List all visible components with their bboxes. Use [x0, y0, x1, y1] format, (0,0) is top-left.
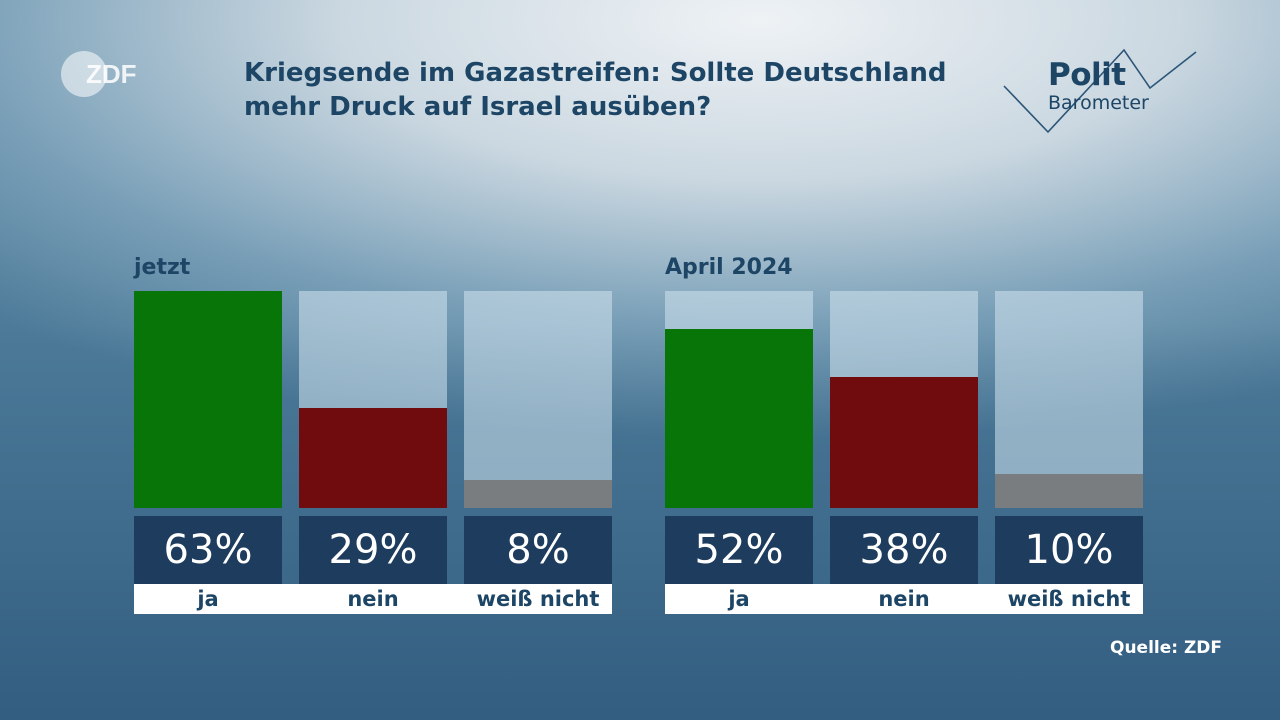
- bar: [830, 377, 978, 508]
- group-label: jetzt: [134, 255, 191, 280]
- barometer-logo-word: Barometer: [1048, 92, 1149, 114]
- zdf-logo-text: ZDF: [86, 59, 137, 89]
- category-strip: [665, 584, 1143, 614]
- bar-track: [464, 291, 612, 508]
- category-label: weiß nicht: [476, 587, 600, 611]
- bar: [665, 329, 813, 508]
- data-label: 38%: [830, 516, 978, 584]
- bar: [134, 291, 282, 508]
- data-label: 29%: [299, 516, 447, 584]
- title-line-2: mehr Druck auf Israel ausüben?: [244, 92, 712, 122]
- category-label: nein: [347, 587, 399, 611]
- data-label: 52%: [665, 516, 813, 584]
- data-label: 10%: [995, 516, 1143, 584]
- data-label: 8%: [464, 516, 612, 584]
- politbarometer-logo: [1003, 48, 1197, 134]
- bar: [464, 480, 612, 508]
- zdf-logo: ZDF: [61, 51, 137, 97]
- bar: [995, 474, 1143, 508]
- source-note: Quelle: ZDF: [1110, 638, 1223, 658]
- category-label: ja: [728, 587, 750, 611]
- bar: [299, 408, 447, 508]
- polit-logo-word: Polit: [1048, 57, 1126, 93]
- page-title: Kriegsende im Gazastreifen: Sollte Deuts…: [244, 56, 984, 124]
- group-label: April 2024: [665, 255, 793, 280]
- bar-track: [995, 291, 1143, 508]
- category-label: ja: [197, 587, 219, 611]
- category-label: weiß nicht: [1007, 587, 1131, 611]
- category-strip: [134, 584, 612, 614]
- data-label: 63%: [134, 516, 282, 584]
- category-label: nein: [878, 587, 930, 611]
- title-line-1: Kriegsende im Gazastreifen: Sollte Deuts…: [244, 58, 947, 88]
